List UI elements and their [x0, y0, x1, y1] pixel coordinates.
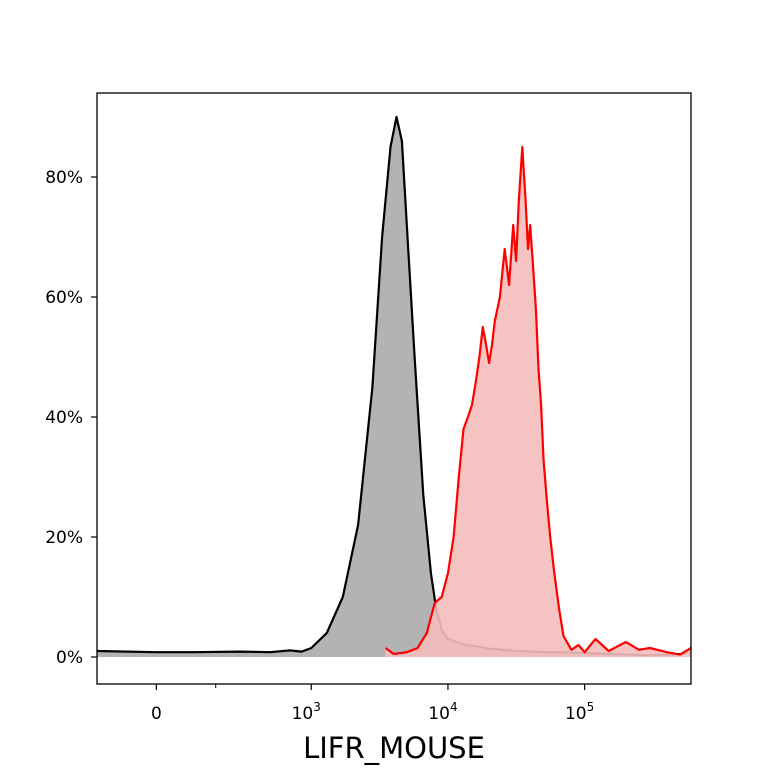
y-axis-ticks: 0% 20% 40% 60% 80% [45, 168, 97, 668]
x-tick-label: 0 [151, 704, 162, 724]
series-1-area [97, 117, 683, 657]
x-axis-title: LIFR_MOUSE [303, 731, 485, 765]
x-tick-label: 104 [428, 700, 457, 724]
x-tick-label: 103 [292, 700, 321, 724]
plot-frame [96, 92, 692, 685]
y-tick-label: 80% [45, 168, 83, 188]
series-2-line [384, 145, 692, 656]
y-tick-label: 0% [56, 648, 83, 668]
x-axis-ticks: 0 103 104 105 [151, 684, 594, 724]
y-tick-label: 40% [45, 408, 83, 428]
y-tick-label: 60% [45, 288, 83, 308]
x-tick-label: 105 [565, 700, 594, 724]
series-layer [96, 115, 692, 657]
y-tick-label: 20% [45, 528, 83, 548]
series-2-area [385, 147, 691, 657]
